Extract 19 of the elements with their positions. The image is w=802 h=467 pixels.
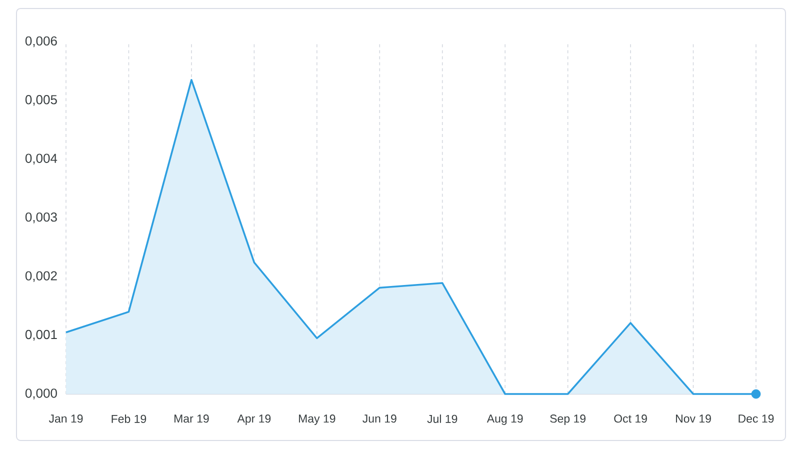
y-tick-label: 0,004 (25, 154, 58, 164)
y-tick-label: 0,000 (25, 388, 57, 400)
x-tick-label: Nov 19 (676, 414, 711, 423)
y-tick-label: 0,002 (25, 271, 57, 282)
x-tick-label: Dec 19 (738, 414, 774, 423)
y-tick-label: 0,005 (25, 95, 57, 106)
x-tick-label: Feb 19 (112, 414, 146, 423)
x-tick-label: Oct 19 (614, 414, 647, 423)
y-tick-label: 0,001 (25, 330, 57, 341)
x-tick-label: Jul 19 (427, 414, 458, 423)
x-tick-label: Apr 19 (237, 414, 271, 425)
x-tick-label: Mar 19 (174, 414, 209, 423)
x-tick-label: Aug 19 (486, 414, 523, 425)
x-tick-label: May 19 (298, 414, 336, 425)
x-tick-label: Jan 19 (48, 414, 83, 423)
y-tick-label: 0,003 (25, 212, 57, 224)
x-tick-label: Jun 19 (362, 414, 396, 423)
y-tick-label: 0,006 (25, 36, 57, 48)
x-tick-label: Sep 19 (550, 414, 586, 425)
